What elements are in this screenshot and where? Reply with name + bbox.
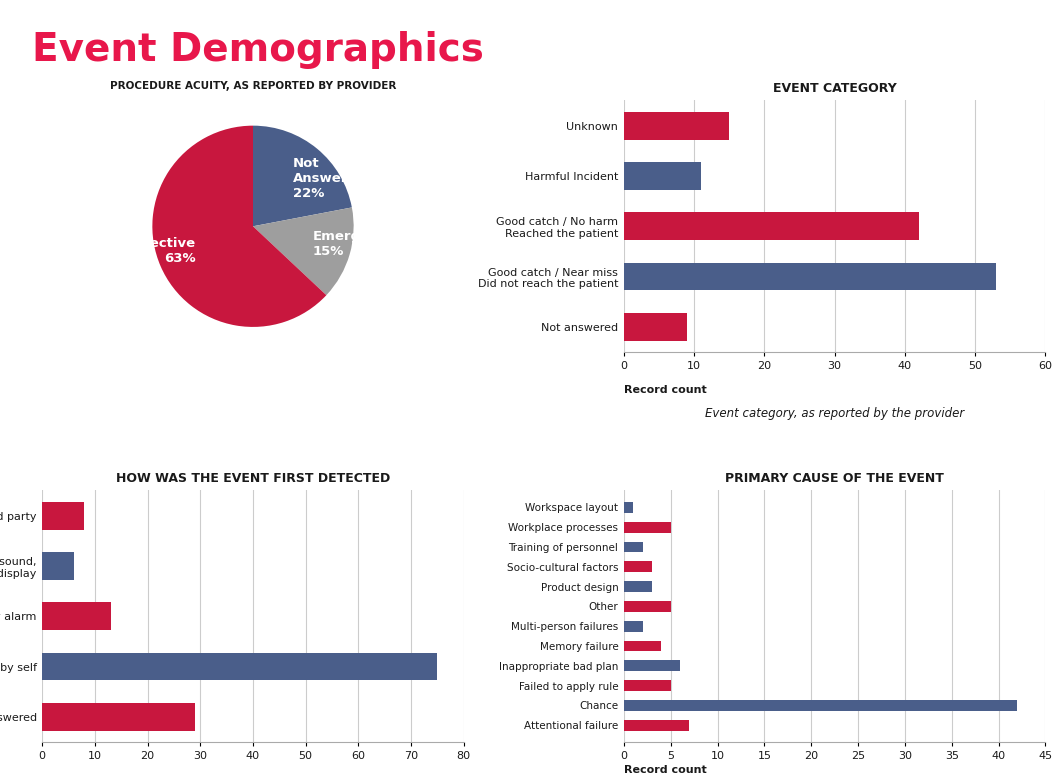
Text: Elective
63%: Elective 63%	[136, 237, 195, 265]
Bar	[624, 313, 687, 341]
Bar	[624, 660, 680, 671]
Title: HOW WAS THE EVENT FIRST DETECTED: HOW WAS THE EVENT FIRST DETECTED	[116, 472, 390, 485]
Text: Not
Answered
22%: Not Answered 22%	[293, 157, 366, 199]
Wedge shape	[253, 207, 354, 295]
Title: PROCEDURE ACUITY, AS REPORTED BY PROVIDER: PROCEDURE ACUITY, AS REPORTED BY PROVIDE…	[110, 81, 396, 91]
Bar	[624, 601, 671, 611]
Bar	[624, 680, 671, 691]
Bar	[624, 263, 996, 291]
Bar	[624, 213, 919, 240]
Text: Event Demographics: Event Demographics	[32, 31, 484, 69]
Bar	[42, 502, 84, 530]
Bar	[624, 700, 1017, 711]
Bar	[42, 552, 74, 580]
Bar	[42, 602, 111, 630]
Bar	[624, 561, 652, 572]
Bar	[624, 522, 671, 533]
Title: EVENT CATEGORY: EVENT CATEGORY	[773, 82, 897, 95]
Title: PRIMARY CAUSE OF THE EVENT: PRIMARY CAUSE OF THE EVENT	[725, 472, 944, 485]
Bar	[624, 621, 643, 632]
Bar	[624, 641, 661, 652]
Text: Record count: Record count	[624, 764, 706, 773]
Bar	[624, 581, 652, 592]
Bar	[624, 720, 690, 730]
Text: Emergency
15%: Emergency 15%	[313, 230, 396, 257]
Bar	[624, 502, 634, 512]
Bar	[42, 652, 437, 680]
Bar	[624, 162, 701, 190]
Wedge shape	[253, 126, 352, 226]
Bar	[42, 703, 195, 730]
Wedge shape	[152, 126, 326, 327]
Bar	[624, 542, 643, 553]
Text: Event category, as reported by the provider: Event category, as reported by the provi…	[705, 407, 964, 421]
Bar	[624, 112, 730, 140]
Text: Record count: Record count	[624, 385, 706, 395]
